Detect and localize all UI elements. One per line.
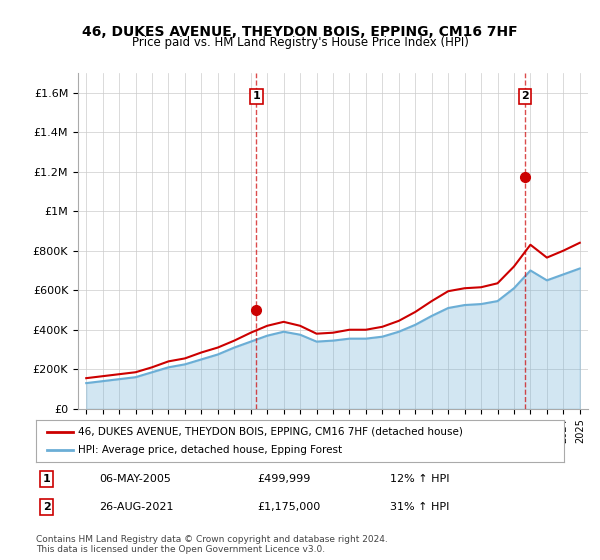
- Text: 2: 2: [43, 502, 50, 512]
- Text: £499,999: £499,999: [258, 474, 311, 484]
- Text: 06-MAY-2005: 06-MAY-2005: [100, 474, 171, 484]
- Text: 12% ↑ HPI: 12% ↑ HPI: [390, 474, 449, 484]
- Text: Contains HM Land Registry data © Crown copyright and database right 2024.
This d: Contains HM Land Registry data © Crown c…: [36, 535, 388, 554]
- Text: HPI: Average price, detached house, Epping Forest: HPI: Average price, detached house, Eppi…: [78, 445, 343, 455]
- Text: 2: 2: [521, 91, 529, 101]
- Text: 1: 1: [43, 474, 50, 484]
- Text: 46, DUKES AVENUE, THEYDON BOIS, EPPING, CM16 7HF (detached house): 46, DUKES AVENUE, THEYDON BOIS, EPPING, …: [78, 427, 463, 437]
- Text: £1,175,000: £1,175,000: [258, 502, 321, 512]
- Text: 26-AUG-2021: 26-AUG-2021: [100, 502, 174, 512]
- Text: Price paid vs. HM Land Registry's House Price Index (HPI): Price paid vs. HM Land Registry's House …: [131, 36, 469, 49]
- Text: 31% ↑ HPI: 31% ↑ HPI: [390, 502, 449, 512]
- Text: 46, DUKES AVENUE, THEYDON BOIS, EPPING, CM16 7HF: 46, DUKES AVENUE, THEYDON BOIS, EPPING, …: [82, 25, 518, 39]
- Text: 1: 1: [253, 91, 260, 101]
